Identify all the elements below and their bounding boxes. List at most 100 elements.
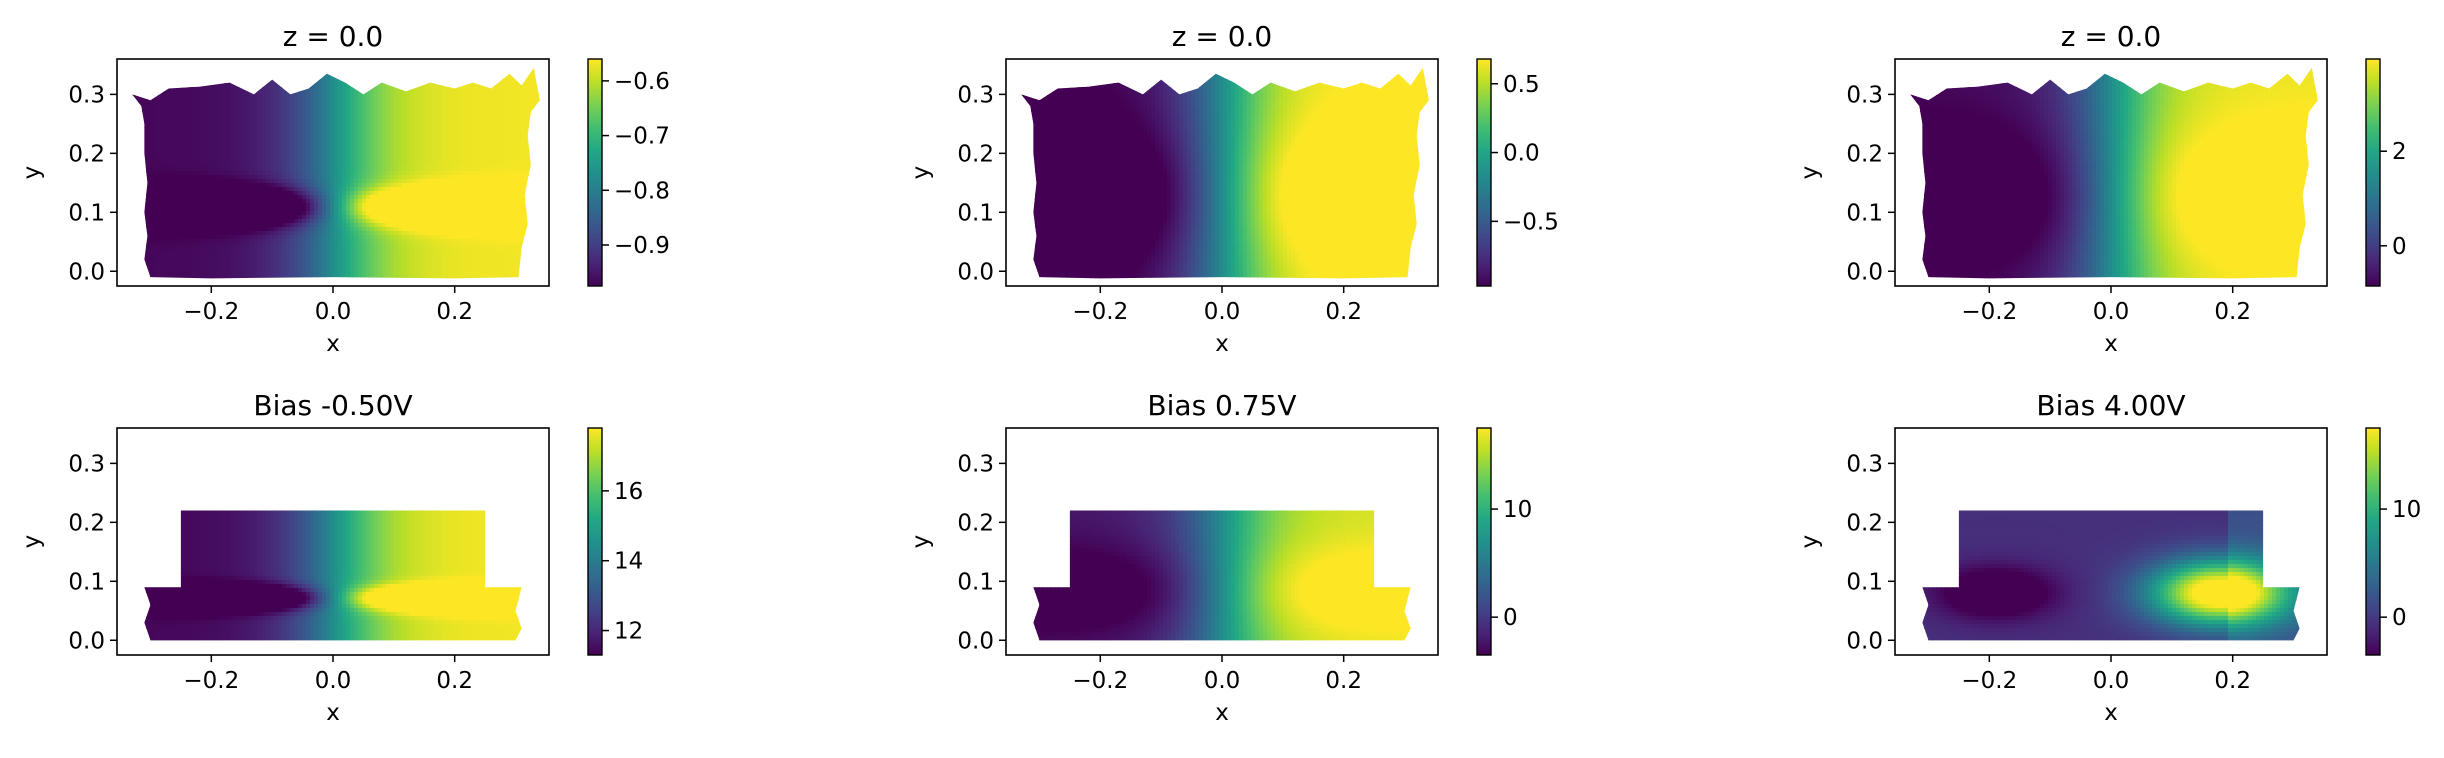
heat-cell	[333, 211, 339, 216]
heat-cell	[329, 131, 335, 136]
heat-cell	[321, 83, 327, 88]
heat-cell	[377, 99, 383, 104]
heat-cell	[325, 155, 331, 160]
heat-cell	[401, 187, 407, 192]
heat-cell	[133, 207, 139, 212]
heat-cell	[329, 259, 335, 264]
heat-cell	[145, 191, 151, 196]
heat-cell	[421, 151, 427, 156]
heat-cell	[313, 91, 319, 96]
heat-cell	[337, 251, 343, 256]
heat-cell	[217, 255, 223, 260]
heat-cell	[225, 227, 231, 232]
heat-cell	[285, 71, 291, 76]
heat-cell	[289, 163, 295, 168]
heat-cell	[141, 103, 147, 108]
heat-cell	[173, 67, 179, 72]
heat-cell	[137, 251, 143, 256]
heat-cell	[241, 75, 247, 80]
heat-cell	[313, 103, 319, 108]
heat-cell	[122, 135, 127, 140]
heat-cell	[333, 143, 339, 148]
heat-cell	[205, 247, 211, 252]
heat-cell	[461, 71, 467, 76]
heat-cell	[377, 67, 383, 72]
heat-cell	[257, 135, 263, 140]
heat-cell	[393, 207, 399, 212]
heat-cell	[153, 243, 159, 248]
heat-cell	[185, 67, 191, 72]
heat-cell	[253, 103, 259, 108]
heat-cell	[365, 167, 371, 172]
heat-cell	[281, 223, 287, 228]
heat-cell	[141, 91, 147, 96]
heat-cell	[297, 259, 303, 264]
heat-cell	[265, 119, 271, 124]
heat-cell	[317, 103, 323, 108]
heat-cell	[365, 87, 371, 92]
heat-cell	[341, 247, 347, 252]
heat-cell	[122, 179, 127, 184]
heat-cell	[333, 239, 339, 244]
heat-cell	[265, 175, 271, 180]
heat-cell	[397, 207, 403, 212]
heat-cell	[325, 243, 331, 248]
heat-cell	[434, 63, 439, 68]
heat-cell	[365, 215, 371, 220]
heat-cell	[249, 167, 255, 172]
heat-cell	[305, 195, 311, 200]
heat-cell	[229, 71, 235, 76]
heat-cell	[341, 207, 347, 212]
heat-cell	[457, 239, 463, 244]
heat-cell	[122, 107, 127, 112]
heat-cell	[293, 267, 299, 272]
heat-cell	[313, 79, 319, 84]
heat-cell	[249, 267, 255, 272]
heat-cell	[317, 231, 323, 236]
heat-cell	[437, 215, 443, 220]
heat-cell	[169, 171, 175, 176]
heat-cell	[118, 163, 123, 168]
heat-cell	[365, 247, 371, 252]
heat-cell	[237, 219, 243, 224]
heat-cell	[229, 103, 235, 108]
heat-cell	[269, 263, 275, 268]
heat-cell	[325, 71, 331, 76]
heat-cell	[457, 119, 463, 124]
heat-cell	[369, 263, 375, 268]
heat-cell	[245, 131, 251, 136]
heat-cell	[225, 151, 231, 156]
heat-cell	[177, 183, 183, 188]
heat-cell	[233, 191, 239, 196]
heat-cell	[305, 79, 311, 84]
heat-cell	[118, 135, 123, 140]
heat-cell	[337, 87, 343, 92]
heat-cell	[132, 195, 135, 200]
heat-cell	[273, 123, 279, 128]
heat-cell	[369, 147, 375, 152]
heat-cell	[165, 183, 171, 188]
heat-cell	[189, 243, 195, 248]
heat-cell	[449, 155, 455, 160]
heat-cell	[285, 263, 291, 268]
heat-cell	[153, 151, 159, 156]
heat-cell	[133, 191, 139, 196]
heat-cell	[161, 195, 167, 200]
heat-cell	[209, 219, 215, 224]
heat-cell	[229, 127, 235, 132]
heat-cell	[457, 211, 463, 216]
heat-cell	[277, 223, 283, 228]
heat-cell	[118, 139, 123, 144]
heat-cell	[149, 163, 155, 168]
heat-cell	[353, 95, 359, 100]
heat-cell	[209, 91, 215, 96]
heat-cell	[205, 267, 211, 272]
heat-cell	[405, 71, 411, 76]
heat-cell	[433, 159, 439, 164]
heat-cell	[209, 187, 215, 192]
heat-cell	[381, 143, 387, 148]
heat-cell	[277, 83, 283, 88]
heat-cell	[261, 255, 267, 260]
heat-cell	[269, 147, 275, 152]
heat-cell	[234, 63, 239, 68]
